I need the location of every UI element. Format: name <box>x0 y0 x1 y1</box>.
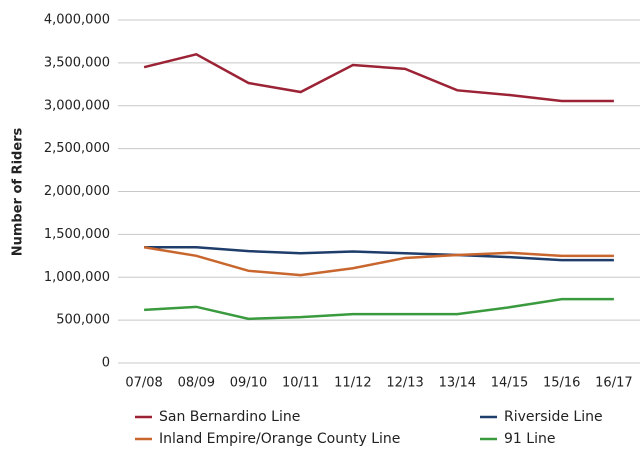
y-tick-label: 0 <box>102 356 110 371</box>
series-line <box>143 52 614 103</box>
legend-label: 91 Line <box>504 431 555 447</box>
y-tick-label: 3,000,000 <box>44 98 110 113</box>
y-tick-label: 1,000,000 <box>44 270 110 285</box>
series-line <box>144 245 614 262</box>
x-tick-label: 10/11 <box>282 376 319 391</box>
legend-label: Inland Empire/Orange County Line <box>159 431 400 447</box>
x-tick-label: 15/16 <box>543 376 580 391</box>
x-tick-label: 11/12 <box>334 376 371 391</box>
y-axis-label: Number of Riders <box>11 127 26 256</box>
x-tick-label: 09/10 <box>230 376 267 391</box>
y-tick-label: 4,000,000 <box>44 13 110 28</box>
y-tick-label: 2,500,000 <box>44 141 110 156</box>
x-tick-label: 12/13 <box>386 376 423 391</box>
x-tick-label: 16/17 <box>595 376 632 391</box>
series-line <box>143 246 614 277</box>
x-tick-label: 14/15 <box>491 376 528 391</box>
x-tick-label: 08/09 <box>178 376 215 391</box>
legend-label: Riverside Line <box>504 409 603 425</box>
y-tick-label: 3,500,000 <box>44 55 110 70</box>
series-line <box>144 297 614 321</box>
x-tick-label: 07/08 <box>125 376 162 391</box>
y-tick-label: 2,000,000 <box>44 184 110 199</box>
y-tick-label: 500,000 <box>56 313 110 328</box>
y-tick-label: 1,500,000 <box>44 227 110 242</box>
legend-label: San Bernardino Line <box>159 409 300 425</box>
x-tick-label: 13/14 <box>439 376 476 391</box>
